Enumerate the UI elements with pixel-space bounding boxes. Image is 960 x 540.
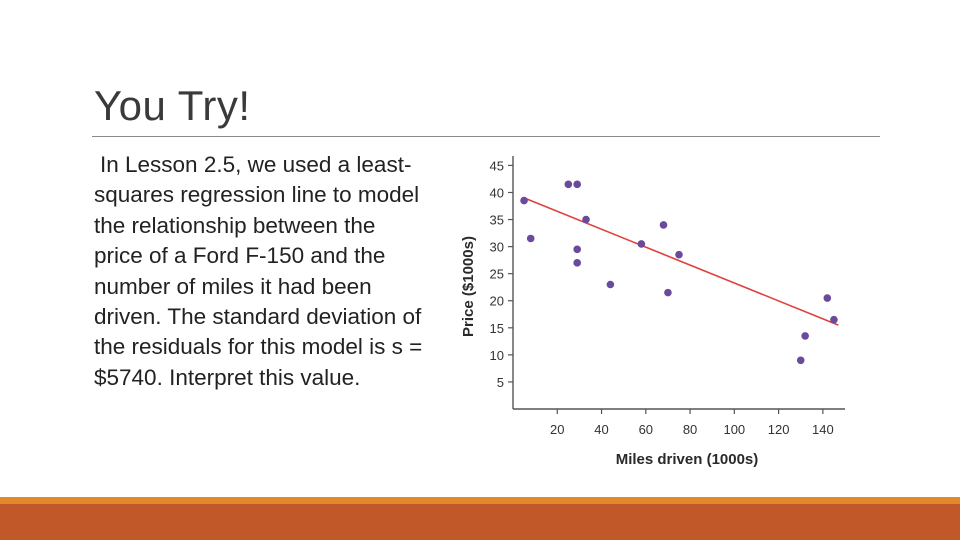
slide-title: You Try!: [94, 82, 251, 129]
data-point: [573, 180, 581, 189]
x-tick-label: 60: [639, 422, 653, 437]
scatter-chart: Price ($1000s) Miles driven (1000s) 5 10 1…: [440, 148, 865, 483]
regression-line-layer: [523, 197, 839, 326]
footer-accent-stripe: [0, 497, 960, 504]
y-axis-label: Price ($1000s): [460, 236, 477, 337]
y-tick-label: 5: [497, 375, 504, 390]
data-point: [675, 250, 683, 259]
y-tick-label: 40: [490, 185, 504, 200]
y-tick-label: 45: [490, 158, 504, 173]
data-point: [830, 315, 838, 324]
x-tick-label: 140: [812, 422, 834, 437]
data-point: [573, 245, 581, 254]
title-divider: [92, 136, 880, 137]
x-tick-label: 120: [768, 422, 790, 437]
chart-ticks: 5 10 15 20 25 30 35 40 45 20 40 60 80 100 120 140: [490, 158, 834, 437]
chart-svg: Price ($1000s) Miles driven (1000s) 5 10 1…: [460, 156, 845, 468]
x-tick-label: 20: [550, 422, 564, 437]
data-point: [564, 180, 573, 189]
y-tick-label: 30: [490, 240, 504, 255]
data-point: [582, 215, 590, 224]
y-tick-label: 35: [490, 213, 504, 228]
data-point: [823, 294, 832, 302]
data-point: [573, 259, 581, 267]
chart-axes: [512, 156, 845, 410]
x-tick-label: 80: [683, 422, 697, 437]
x-tick-label: 40: [594, 422, 608, 437]
data-point: [520, 196, 528, 205]
regression-line: [523, 197, 839, 326]
y-tick-label: 15: [490, 321, 504, 336]
x-tick-label: 100: [723, 422, 745, 437]
data-point: [796, 356, 805, 365]
y-axis-label-group: Price ($1000s): [460, 236, 477, 337]
data-point: [606, 280, 615, 289]
y-tick-label: 20: [490, 294, 504, 309]
x-axis-label: Miles driven (1000s): [616, 451, 759, 468]
slide-body-text: In Lesson 2.5, we used a least-squares r…: [94, 152, 423, 390]
footer-bar: [0, 504, 960, 540]
data-point: [637, 240, 646, 248]
data-point: [526, 234, 535, 243]
data-point: [664, 288, 672, 297]
data-point: [659, 221, 668, 229]
data-point: [801, 332, 809, 340]
y-tick-label: 25: [490, 267, 504, 282]
points-layer: [520, 180, 838, 365]
y-tick-label: 10: [490, 348, 504, 363]
